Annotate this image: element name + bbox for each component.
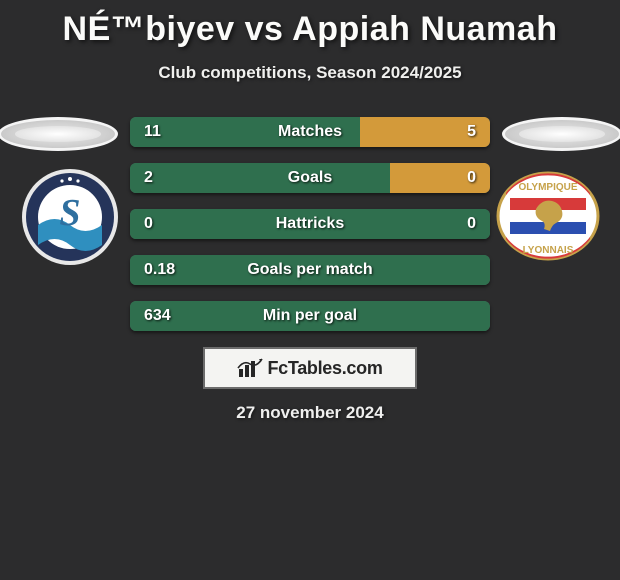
svg-text:S: S (59, 192, 80, 234)
stat-value-right: 5 (467, 117, 476, 147)
stat-label: Hattricks (130, 209, 490, 239)
club-badge-right: OLYMPIQUE LYONNAIS (496, 171, 600, 261)
stat-label: Goals per match (130, 255, 490, 285)
club-badge-left: S (20, 167, 120, 267)
spotlight-left (0, 117, 118, 151)
comparison-subtitle: Club competitions, Season 2024/2025 (0, 63, 620, 83)
watermark: FcTables.com (203, 347, 417, 389)
stat-row: 11Matches5 (130, 117, 490, 147)
badge-right-text-bottom: LYONNAIS (523, 245, 574, 256)
spotlight-right (502, 117, 620, 151)
stats-area: S OLYMPIQUE LYONNAIS 11Matches52Goals00H… (0, 117, 620, 423)
stat-label: Matches (130, 117, 490, 147)
stat-row: 0.18Goals per match (130, 255, 490, 285)
stat-label: Goals (130, 163, 490, 193)
comparison-title: NÉ™biyev vs Appiah Nuamah (0, 0, 620, 49)
stat-value-right: 0 (467, 209, 476, 239)
stat-value-right: 0 (467, 163, 476, 193)
stat-row: 634Min per goal (130, 301, 490, 331)
watermark-text: FcTables.com (267, 358, 382, 379)
stat-row: 2Goals0 (130, 163, 490, 193)
stat-rows: 11Matches52Goals00Hattricks00.18Goals pe… (130, 117, 490, 331)
root: NÉ™biyev vs Appiah Nuamah Club competiti… (0, 0, 620, 580)
badge-right-text-top: OLYMPIQUE (518, 182, 577, 193)
stat-label: Min per goal (130, 301, 490, 331)
snapshot-date: 27 november 2024 (0, 403, 620, 423)
bar-chart-icon (237, 357, 263, 379)
stat-row: 0Hattricks0 (130, 209, 490, 239)
